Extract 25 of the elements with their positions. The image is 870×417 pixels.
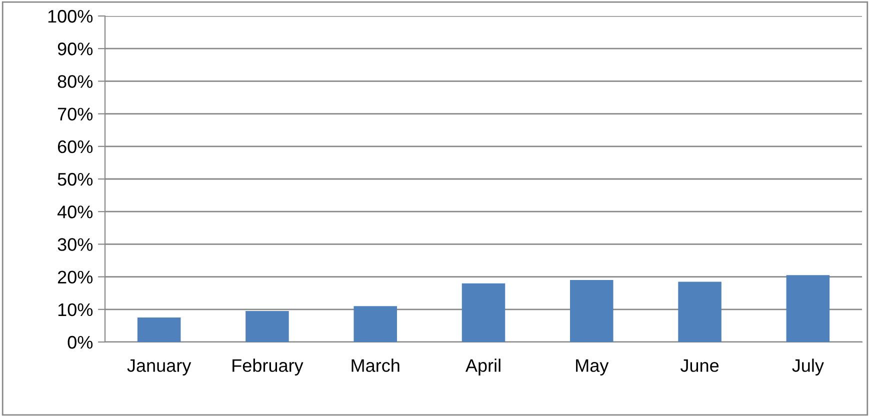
- bar: [246, 311, 289, 342]
- y-tick-label: 70%: [58, 108, 93, 121]
- bar: [354, 306, 397, 342]
- y-tick-label: 80%: [58, 75, 93, 88]
- y-tick-label: 90%: [58, 42, 93, 56]
- y-tick-label: 50%: [58, 172, 93, 186]
- y-tick-label: 20%: [58, 270, 93, 284]
- bar: [462, 283, 506, 342]
- x-tick-label: June: [680, 359, 719, 372]
- x-tick-label: March: [352, 358, 400, 372]
- bar: [678, 282, 722, 342]
- x-tick-label: May: [576, 359, 609, 376]
- y-tick-label: 60%: [58, 140, 93, 154]
- bar: [137, 318, 181, 342]
- x-tick-label: February: [232, 358, 304, 376]
- y-tick-label: 30%: [58, 238, 93, 251]
- bar: [570, 280, 614, 342]
- x-tick-label: January: [127, 359, 192, 376]
- y-tick-label: 40%: [57, 206, 93, 218]
- y-tick-label: 10%: [58, 303, 93, 316]
- x-tick-label: April: [465, 358, 500, 376]
- y-tick-label: 0%: [68, 336, 93, 349]
- bar: [786, 275, 830, 342]
- x-tick-label: July: [792, 358, 824, 376]
- y-tick-label: 100%: [48, 10, 93, 23]
